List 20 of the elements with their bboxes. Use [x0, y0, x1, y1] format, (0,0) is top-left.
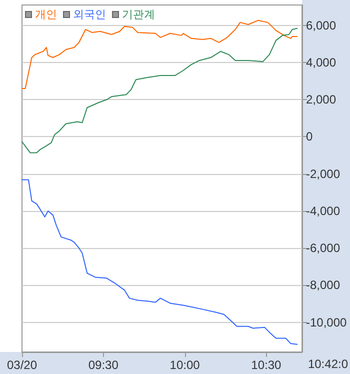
line-series	[22, 20, 298, 90]
y-tick-label: -2,000	[306, 166, 340, 181]
text: 10:42:0	[308, 357, 348, 371]
text: 개인	[35, 8, 57, 21]
text: 외국인	[73, 8, 106, 21]
y-tick-label: -6,000	[306, 241, 340, 256]
y-tick-label: 6,000	[306, 18, 336, 32]
y-tick-label: 2,000	[306, 92, 336, 107]
x-tick-label: 10:30	[251, 358, 282, 372]
text: 기관계	[122, 8, 155, 21]
x-tick-label: 10:00	[170, 358, 200, 372]
x-tick-label: 03/20	[6, 358, 38, 372]
x-tick-label: 09:30	[88, 358, 119, 372]
y-tick-label: 0	[306, 130, 313, 144]
y-tick-label: -4,000	[306, 204, 340, 218]
y-tick-label: -10,000	[306, 315, 348, 330]
y-tick-label: 4,000	[306, 56, 336, 70]
line-series	[22, 28, 298, 154]
line-series	[22, 179, 298, 345]
y-tick-label: -8,000	[306, 278, 340, 292]
